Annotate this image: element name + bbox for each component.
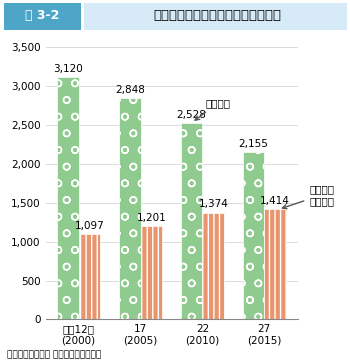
Text: 2,528: 2,528 xyxy=(177,110,206,120)
Text: 1,097: 1,097 xyxy=(75,221,104,231)
Text: 総農家数: 総農家数 xyxy=(195,98,231,120)
Text: 1,201: 1,201 xyxy=(136,213,166,223)
Text: 2,155: 2,155 xyxy=(239,139,268,149)
Bar xyxy=(202,213,224,319)
Text: 3,120: 3,120 xyxy=(53,64,83,74)
Text: 図 3-2: 図 3-2 xyxy=(25,9,59,22)
Text: 1,414: 1,414 xyxy=(260,196,290,206)
Text: 1,374: 1,374 xyxy=(198,199,228,209)
Text: 土地持ち
非農家数: 土地持ち 非農家数 xyxy=(282,184,334,209)
Bar xyxy=(264,209,286,319)
Bar xyxy=(243,152,264,319)
Bar xyxy=(119,98,141,319)
FancyBboxPatch shape xyxy=(84,3,346,30)
Text: 2,848: 2,848 xyxy=(115,85,145,95)
Bar xyxy=(181,123,202,319)
Text: 資料：農林水産省 「農林業センサス」: 資料：農林水産省 「農林業センサス」 xyxy=(7,350,101,359)
Bar xyxy=(141,226,162,319)
Bar xyxy=(79,234,100,319)
Bar xyxy=(57,77,79,319)
FancyBboxPatch shape xyxy=(4,3,80,30)
Text: 総農家数と土地持ち非農家数の推移: 総農家数と土地持ち非農家数の推移 xyxy=(153,9,281,22)
